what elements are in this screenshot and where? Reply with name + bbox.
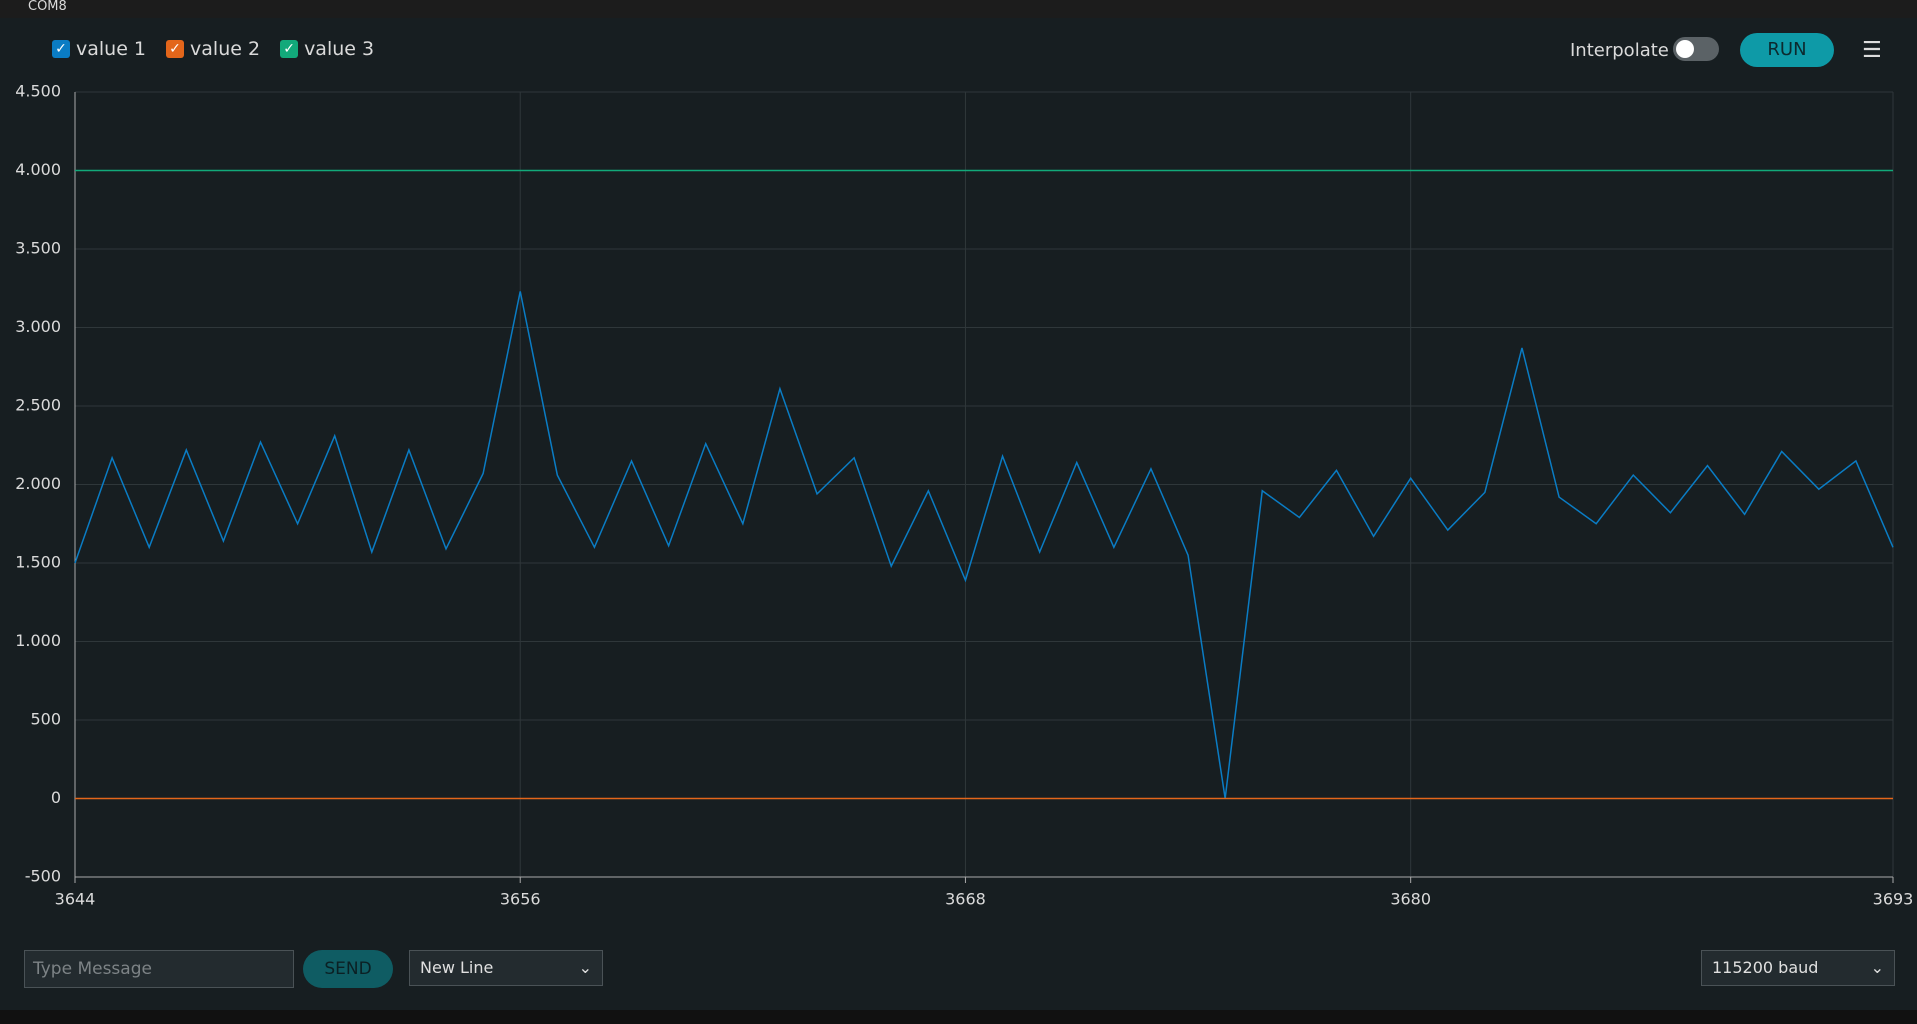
run-button[interactable]: RUN: [1740, 33, 1834, 67]
line-ending-select[interactable]: New Line ⌄: [409, 950, 603, 986]
y-tick-label: 1.000: [15, 631, 61, 650]
x-tick-label: 3668: [945, 890, 986, 909]
y-tick-label: 2.500: [15, 396, 61, 415]
window-title: COM8: [28, 0, 67, 14]
legend-checkbox[interactable]: ✓: [52, 40, 70, 58]
legend-label: value 1: [76, 38, 147, 60]
y-tick-label: 1.500: [15, 553, 61, 572]
interpolate-label: Interpolate: [1570, 40, 1669, 61]
line-ending-text: New Line: [420, 958, 494, 977]
legend-item[interactable]: ✓ value 3: [280, 38, 374, 60]
y-tick-label: 2.000: [15, 474, 61, 493]
y-tick-label: 0: [51, 788, 61, 807]
y-tick-label: -500: [25, 867, 61, 886]
x-tick-label: 3693: [1873, 890, 1914, 909]
baud-select[interactable]: 115200 baud ⌄: [1701, 950, 1895, 986]
message-input[interactable]: Type Message: [24, 950, 294, 988]
x-tick-label: 3644: [55, 890, 96, 909]
y-tick-label: 500: [30, 710, 61, 729]
legend-item[interactable]: ✓ value 1: [52, 38, 146, 60]
footer: [0, 1010, 1917, 1024]
legend-label: value 3: [304, 38, 375, 60]
legend-checkbox[interactable]: ✓: [280, 40, 299, 58]
y-tick-label: 4.000: [15, 160, 61, 179]
legend: ✓ value 1 ✓ value 2 ✓ value 3: [52, 38, 374, 60]
title-bar: COM8: [0, 0, 1917, 18]
interpolate-toggle[interactable]: [1673, 37, 1719, 61]
legend-label: value 2: [190, 38, 261, 60]
clear-menu-button[interactable]: ☰: [1862, 38, 1882, 63]
y-tick-label: 4.500: [15, 82, 61, 101]
legend-checkbox[interactable]: ✓: [166, 40, 185, 58]
y-tick-label: 3.500: [15, 239, 61, 258]
chart: -500 0 500 1.000 1.500 2.000 2.500 3.000 3.500 4.…: [15, 82, 1914, 909]
x-tick-label: 3680: [1390, 890, 1431, 909]
send-button[interactable]: SEND: [303, 950, 393, 988]
x-tick-label: 3656: [500, 890, 541, 909]
y-tick-label: 3.000: [15, 317, 61, 336]
baud-text: 115200 baud: [1712, 958, 1819, 977]
series-line: [74, 291, 1894, 799]
legend-item[interactable]: ✓ value 2: [166, 38, 260, 60]
